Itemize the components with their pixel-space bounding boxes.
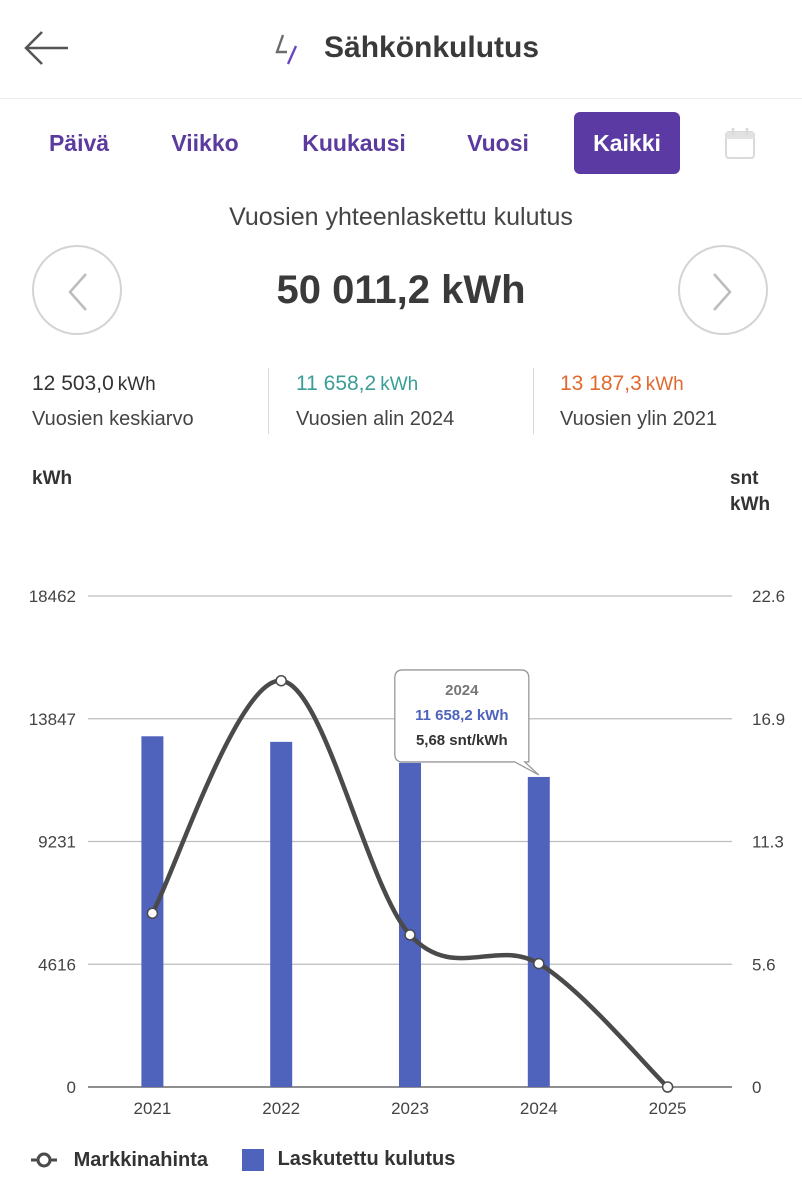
- tooltip-price: 5,68 snt/kWh: [416, 732, 508, 749]
- left-tick-label: 13847: [29, 710, 76, 729]
- consumption-bar[interactable]: [270, 741, 293, 1087]
- left-tick-label: 4616: [38, 955, 76, 974]
- right-tick-label: 16.9: [752, 710, 785, 729]
- tab-all[interactable]: Kaikki: [574, 112, 680, 174]
- period-tabs: Päivä Viikko Kuukausi Vuosi Kaikki: [0, 112, 802, 174]
- price-point[interactable]: [661, 1081, 674, 1093]
- price-point[interactable]: [404, 929, 416, 941]
- legend-billed-consumption-label: Laskutettu kulutus: [277, 1148, 456, 1171]
- app-header: Sähkönkulutus: [0, 0, 802, 99]
- x-tick-label: 2024: [520, 1099, 558, 1118]
- price-point[interactable]: [146, 907, 159, 919]
- legend-market-price-label: Markkinahinta: [73, 1148, 209, 1171]
- left-tick-label: 18462: [29, 587, 76, 606]
- tooltip-year: 2024: [445, 682, 479, 699]
- stat-average-label: Vuosien keskiarvo: [32, 408, 194, 430]
- stat-maximum-value: 13 187,3 kWh: [560, 372, 684, 395]
- back-button[interactable]: [18, 26, 74, 74]
- next-period-button[interactable]: [678, 245, 768, 335]
- consumption-bar[interactable]: [399, 762, 421, 1087]
- previous-period-button[interactable]: [32, 245, 122, 335]
- right-tick-label: 5.6: [752, 955, 776, 974]
- right-axis-unit-bottom: kWh: [730, 494, 771, 515]
- stat-divider: [268, 368, 269, 434]
- stat-minimum-label: Vuosien alin 2024: [296, 408, 455, 430]
- stat-minimum: 11 658,2 kWh Vuosien alin 2024: [296, 372, 454, 436]
- tab-month[interactable]: Kuukausi: [302, 130, 406, 156]
- tab-week[interactable]: Viikko: [171, 130, 239, 156]
- price-point[interactable]: [275, 674, 287, 687]
- lightning-logo-icon: [275, 34, 298, 65]
- right-tick-label: 11.3: [752, 833, 784, 852]
- consumption-bar[interactable]: [527, 776, 550, 1087]
- x-tick-label: 2022: [262, 1099, 300, 1118]
- legend-billed-consumption: Laskutettu kulutus: [242, 1148, 455, 1178]
- x-tick-label: 2025: [649, 1099, 687, 1118]
- tab-year[interactable]: Vuosi: [467, 130, 529, 156]
- page-title: Sähkönkulutus: [324, 31, 540, 64]
- left-tick-label: 9231: [38, 833, 76, 852]
- left-axis-unit: kWh: [32, 468, 73, 489]
- chevron-left-icon: [68, 273, 87, 311]
- stat-average-value: 12 503,0 kWh: [32, 372, 156, 395]
- left-tick-label: 0: [67, 1078, 76, 1097]
- bar-swatch-icon: [242, 1148, 264, 1171]
- x-tick-label: 2021: [133, 1099, 171, 1118]
- calendar-icon: [725, 128, 755, 159]
- total-consumption: 50 011,2 kWh: [276, 268, 526, 312]
- right-tick-label: 22.6: [752, 587, 785, 606]
- price-point[interactable]: [533, 957, 545, 970]
- calendar-button[interactable]: [722, 126, 758, 162]
- right-axis-unit-top: snt: [730, 468, 759, 489]
- stat-minimum-value: 11 658,2 kWh: [296, 372, 419, 395]
- consumption-chart: 0 0 4616 5.6 9231 11.3 13847 16.9 18462 22.6 2021…: [29, 587, 785, 1118]
- right-tick-label: 0: [752, 1078, 761, 1097]
- legend-market-price: Markkinahinta: [30, 1148, 208, 1178]
- x-tick-label: 2023: [391, 1099, 429, 1118]
- stat-average: 12 503,0 kWh Vuosien keskiarvo: [32, 372, 194, 436]
- tooltip-consumption: 11 658,2 kWh: [415, 707, 508, 724]
- chart-tooltip: 2024 11 658,2 kWh 5,68 snt/kWh: [394, 669, 540, 776]
- chevron-right-icon: [713, 273, 732, 311]
- stat-divider: [533, 368, 534, 434]
- period-label: Vuosien yhteenlaskettu kulutus: [229, 203, 573, 231]
- arrow-left-icon: [24, 31, 68, 65]
- stat-maximum: 13 187,3 kWh Vuosien ylin 2021: [560, 372, 717, 436]
- stat-maximum-label: Vuosien ylin 2021: [560, 408, 718, 430]
- line-marker-icon: [31, 1152, 57, 1168]
- tab-day[interactable]: Päivä: [48, 130, 110, 156]
- price-line: [150, 678, 670, 1090]
